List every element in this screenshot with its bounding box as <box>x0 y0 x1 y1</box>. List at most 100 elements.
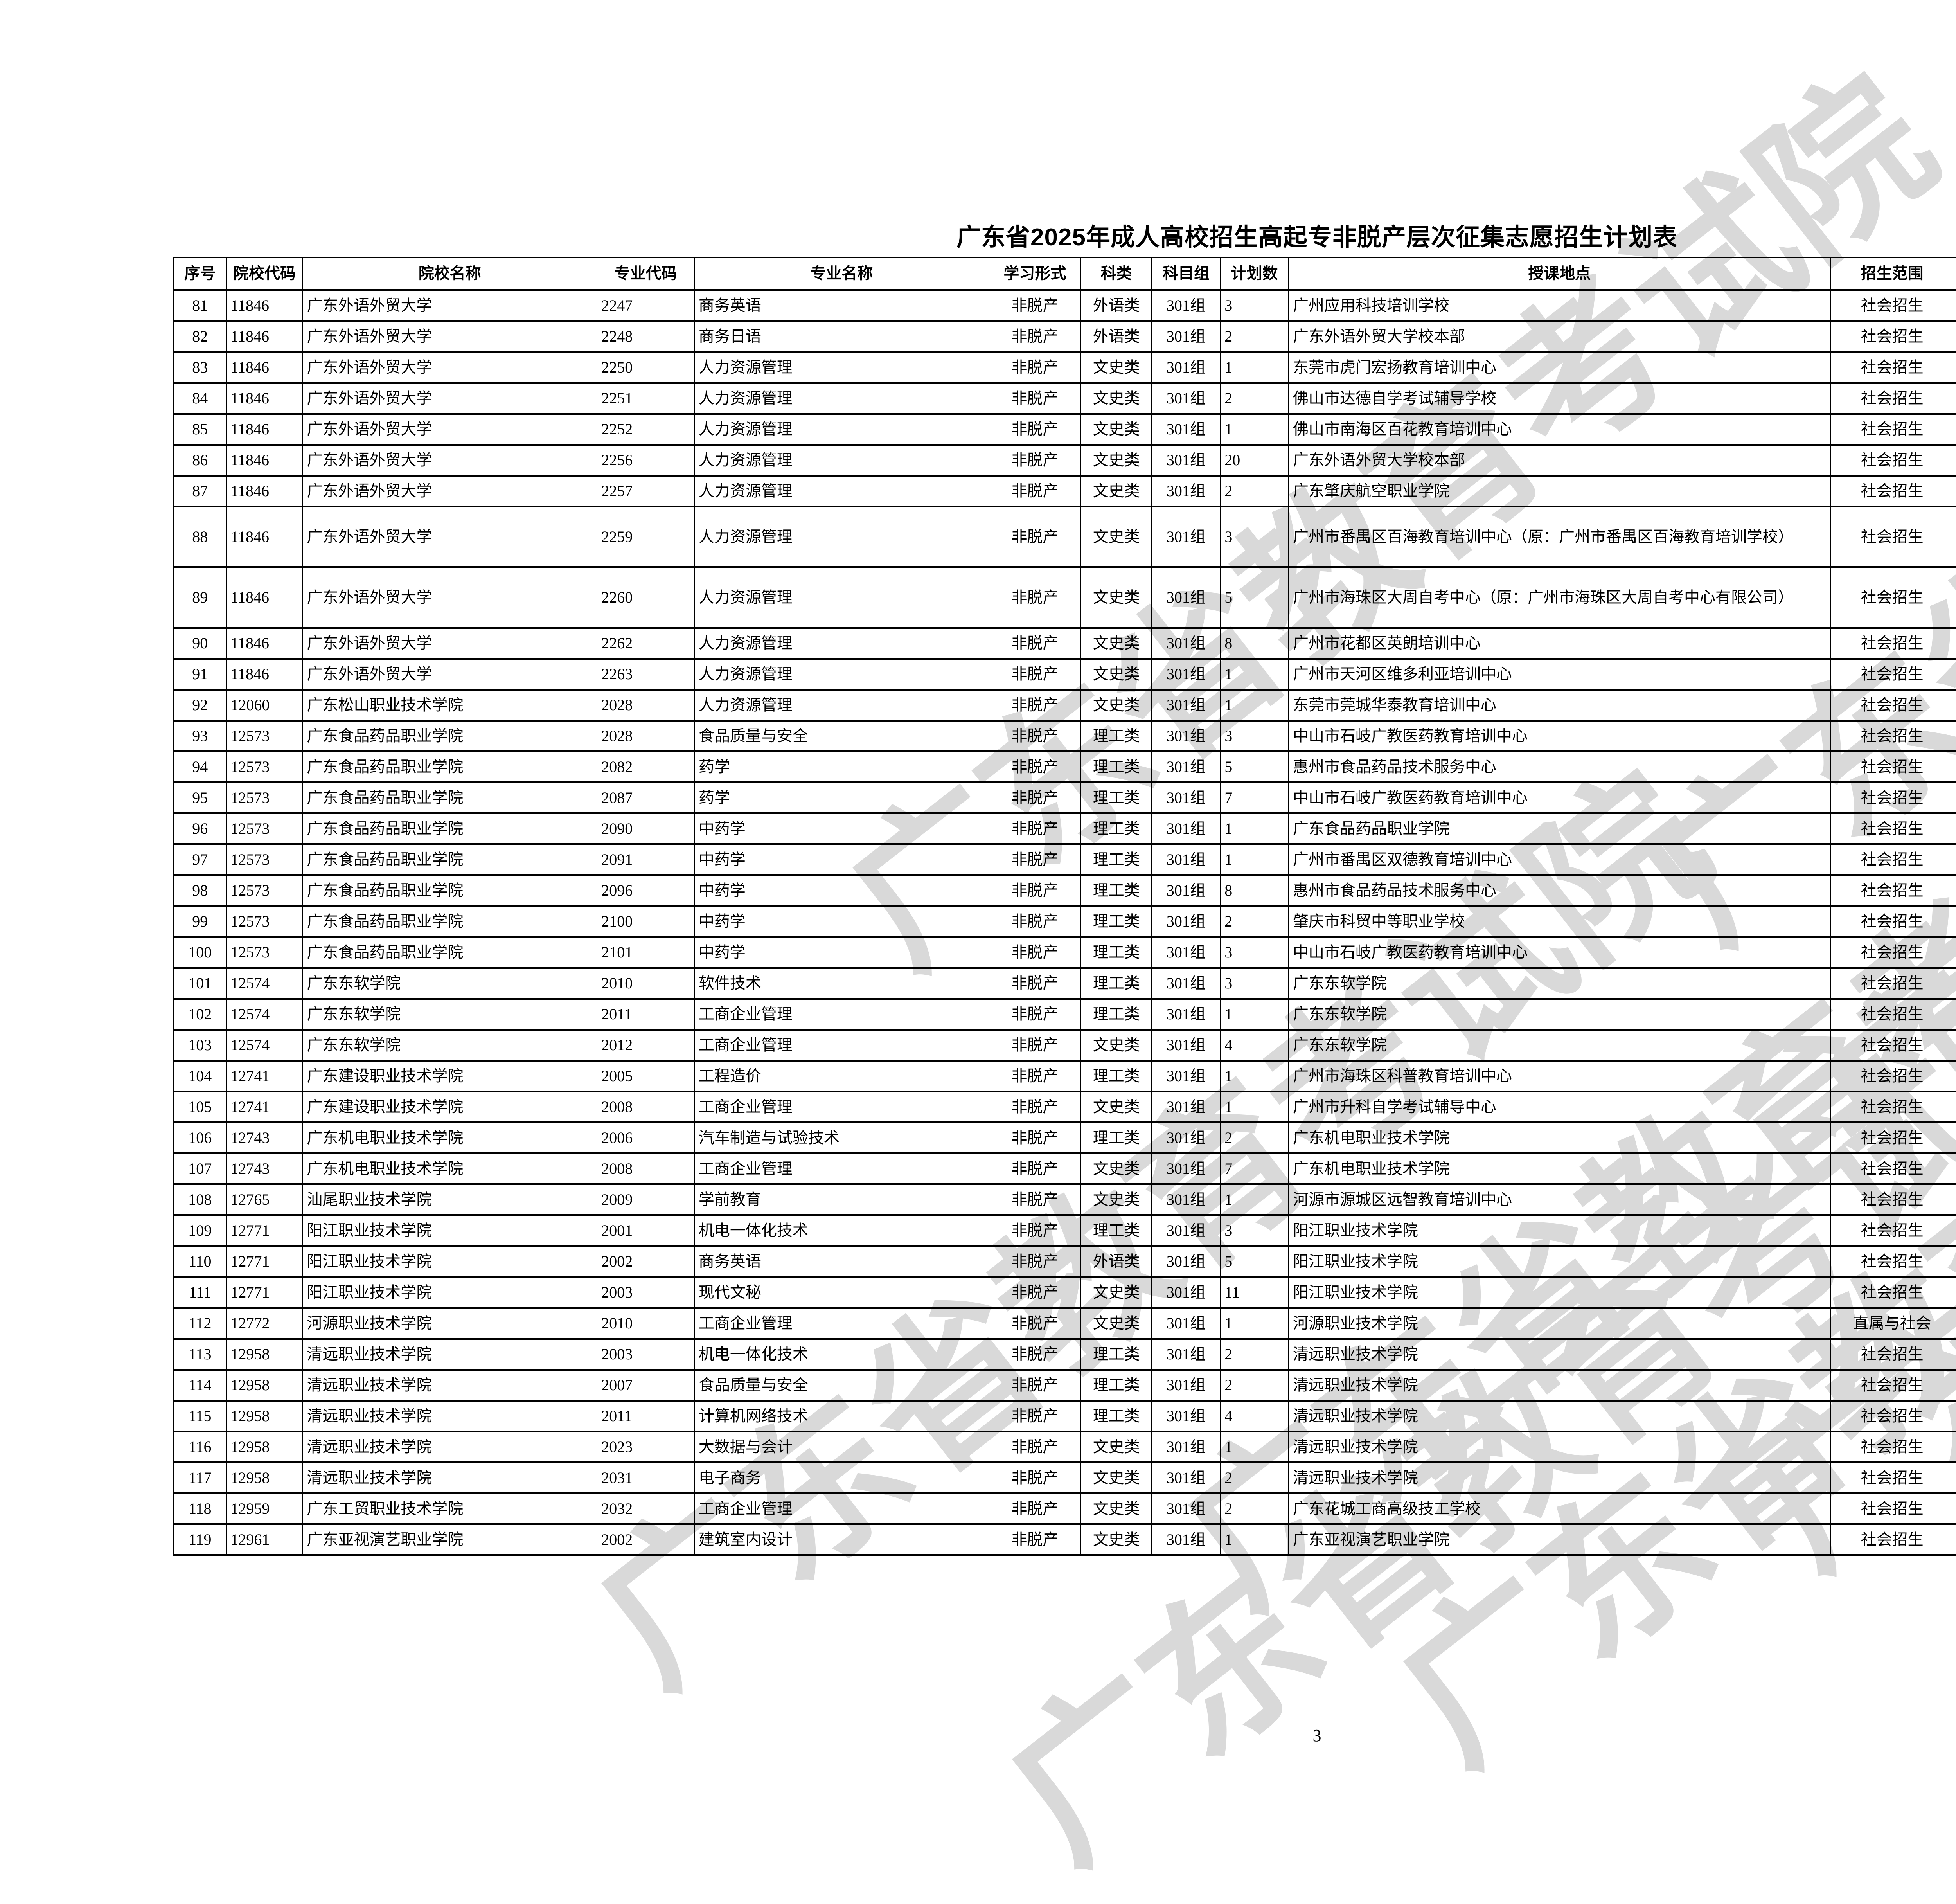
cell-category: 理工类 <box>1080 781 1152 814</box>
cell-fee-standard: 2875元/学年 <box>1953 320 1956 353</box>
cell-seq: 112 <box>173 1307 227 1340</box>
cell-major-name: 机电一体化技术 <box>694 1214 989 1247</box>
cell-seq: 85 <box>173 413 227 446</box>
cell-category: 理工类 <box>1080 874 1152 907</box>
cell-school-name: 广东东软学院 <box>302 1029 598 1062</box>
cell-plan-count: 7 <box>1220 1152 1289 1185</box>
cell-enroll-scope: 社会招生 <box>1830 506 1954 568</box>
cell-fee-standard: 2645元/学年 <box>1953 936 1956 969</box>
cell-school-code: 12573 <box>226 781 303 814</box>
cell-teaching-place: 广州市番禺区双德教育培训中心 <box>1288 843 1831 876</box>
cell-subject-group: 301组 <box>1151 936 1221 969</box>
cell-subject-group: 301组 <box>1151 750 1221 783</box>
cell-teaching-place: 广东外语外贸大学校本部 <box>1288 320 1831 353</box>
cell-school-code: 12573 <box>226 720 303 752</box>
cell-school-code: 12743 <box>226 1121 303 1154</box>
cell-school-code: 11846 <box>226 566 303 629</box>
cell-seq: 91 <box>173 658 227 691</box>
cell-major-code: 2011 <box>597 1400 695 1432</box>
cell-major-name: 中药学 <box>694 905 989 938</box>
cell-major-name: 人力资源管理 <box>694 444 989 477</box>
cell-enroll-scope: 社会招生 <box>1830 1245 1954 1278</box>
cell-seq: 81 <box>173 289 227 322</box>
cell-major-name: 工商企业管理 <box>694 998 989 1031</box>
cell-teaching-place: 中山市石岐广教医药教育培训中心 <box>1288 936 1831 969</box>
cell-major-name: 商务日语 <box>694 320 989 353</box>
table-row: 87 11846 广东外语外贸大学 2257 人力资源管理 非脱产 文史类 301组 2 广东肇庆… <box>173 475 1956 507</box>
cell-fee-standard: 2500元/学年 <box>1953 506 1956 568</box>
cell-category: 文史类 <box>1080 444 1152 477</box>
cell-plan-count: 8 <box>1220 874 1289 907</box>
cell-major-name: 机电一体化技术 <box>694 1338 989 1371</box>
cell-teaching-place: 惠州市食品药品技术服务中心 <box>1288 874 1831 907</box>
cell-school-name: 广东亚视演艺职业学院 <box>302 1523 598 1556</box>
cell-major-name: 计算机网络技术 <box>694 1400 989 1432</box>
cell-teaching-place: 广东外语外贸大学校本部 <box>1288 444 1831 477</box>
cell-school-name: 广东外语外贸大学 <box>302 627 598 660</box>
cell-category: 文史类 <box>1080 506 1152 568</box>
column-header-major-code: 专业代码 <box>597 257 695 291</box>
cell-school-code: 12060 <box>226 689 303 722</box>
cell-study-mode: 非脱产 <box>988 289 1081 322</box>
cell-plan-count: 4 <box>1220 1029 1289 1062</box>
cell-study-mode: 非脱产 <box>988 658 1081 691</box>
cell-fee-standard: 2200元/学年 <box>1953 1183 1956 1216</box>
cell-subject-group: 301组 <box>1151 874 1221 907</box>
cell-fee-standard: 2500元/学年 <box>1953 413 1956 446</box>
cell-teaching-place: 清远职业技术学院 <box>1288 1400 1831 1432</box>
cell-study-mode: 非脱产 <box>988 750 1081 783</box>
cell-enroll-scope: 社会招生 <box>1830 658 1954 691</box>
cell-seq: 92 <box>173 689 227 722</box>
cell-school-name: 广东外语外贸大学 <box>302 289 598 322</box>
cell-plan-count: 2 <box>1220 1461 1289 1494</box>
cell-fee-standard: 2500元/学年 <box>1953 1523 1956 1556</box>
table-row: 82 11846 广东外语外贸大学 2248 商务日语 非脱产 外语类 301组 2 广东外语外贸… <box>173 320 1956 353</box>
cell-subject-group: 301组 <box>1151 1369 1221 1402</box>
cell-major-code: 2263 <box>597 658 695 691</box>
cell-school-code: 11846 <box>226 413 303 446</box>
cell-major-code: 2251 <box>597 382 695 415</box>
table-row: 119 12961 广东亚视演艺职业学院 2002 建筑室内设计 非脱产 文史类 301组 1 广… <box>173 1523 1956 1556</box>
cell-seq: 110 <box>173 1245 227 1278</box>
cell-study-mode: 非脱产 <box>988 1214 1081 1247</box>
cell-school-name: 广东外语外贸大学 <box>302 506 598 568</box>
cell-school-name: 广东建设职业技术学院 <box>302 1060 598 1092</box>
cell-enroll-scope: 社会招生 <box>1830 1183 1954 1216</box>
cell-school-code: 12765 <box>226 1183 303 1216</box>
cell-enroll-scope: 社会招生 <box>1830 320 1954 353</box>
cell-plan-count: 8 <box>1220 627 1289 660</box>
cell-study-mode: 非脱产 <box>988 506 1081 568</box>
cell-major-name: 食品质量与安全 <box>694 720 989 752</box>
cell-major-code: 2260 <box>597 566 695 629</box>
cell-major-code: 2082 <box>597 750 695 783</box>
cell-major-name: 工程造价 <box>694 1060 989 1092</box>
cell-subject-group: 301组 <box>1151 998 1221 1031</box>
column-header-fee-standard: 收费标准 <box>1953 257 1956 291</box>
cell-major-code: 2252 <box>597 413 695 446</box>
cell-major-code: 2008 <box>597 1091 695 1123</box>
cell-school-code: 12573 <box>226 750 303 783</box>
admission-plan-table: 序号 院校代码 院校名称 专业代码 专业名称 学习形式 科类 科目组 计划数 授… <box>173 257 1956 1556</box>
cell-seq: 113 <box>173 1338 227 1371</box>
cell-seq: 82 <box>173 320 227 353</box>
cell-teaching-place: 广东机电职业技术学院 <box>1288 1121 1831 1154</box>
cell-major-name: 人力资源管理 <box>694 506 989 568</box>
cell-major-code: 2250 <box>597 351 695 384</box>
cell-teaching-place: 广州市海珠区大周自考中心（原：广州市海珠区大周自考中心有限公司） <box>1288 566 1831 629</box>
cell-category: 文史类 <box>1080 1091 1152 1123</box>
cell-study-mode: 非脱产 <box>988 413 1081 446</box>
table-row: 95 12573 广东食品药品职业学院 2087 药学 非脱产 理工类 301组 7 中山市石岐广… <box>173 781 1956 814</box>
cell-study-mode: 非脱产 <box>988 874 1081 907</box>
cell-subject-group: 301组 <box>1151 720 1221 752</box>
cell-fee-standard: 2500元/学年 <box>1953 475 1956 507</box>
cell-fee-standard: 2500元/学年 <box>1953 444 1956 477</box>
cell-teaching-place: 广东花城工商高级技工学校 <box>1288 1492 1831 1525</box>
document-page: 广东省2025年成人高校招生高起专非脱产层次征集志愿招生计划表 序号 院校代码 … <box>173 224 1956 1745</box>
column-header-school-name: 院校名称 <box>302 257 598 291</box>
cell-plan-count: 1 <box>1220 1307 1289 1340</box>
cell-teaching-place: 肇庆市科贸中等职业学校 <box>1288 905 1831 938</box>
cell-teaching-place: 广州市升科自学考试辅导中心 <box>1288 1091 1831 1123</box>
cell-category: 外语类 <box>1080 1245 1152 1278</box>
cell-teaching-place: 广东东软学院 <box>1288 967 1831 1000</box>
cell-school-name: 清远职业技术学院 <box>302 1400 598 1432</box>
